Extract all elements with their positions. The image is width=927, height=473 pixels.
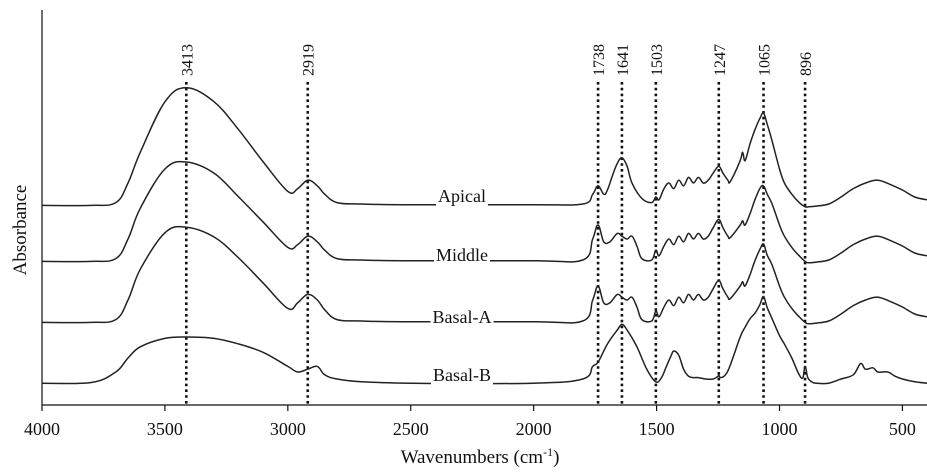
x-axis-title-superscript: -1 xyxy=(543,445,553,459)
x-tick-label: 500 xyxy=(889,419,916,439)
series-label-bg xyxy=(434,246,490,265)
peak-label: 1641 xyxy=(615,44,632,76)
peak-label: 1065 xyxy=(757,44,774,76)
series-label-basal-b: Basal-B xyxy=(433,365,491,385)
series-label-bg xyxy=(436,187,488,206)
peak-label: 3413 xyxy=(179,44,196,76)
series-label-middle: Middle xyxy=(436,245,488,265)
series-labels: Apical Middle Basal-A Basal-B xyxy=(430,186,494,385)
x-tick-label: 4000 xyxy=(24,419,60,439)
x-tick-label: 3000 xyxy=(270,419,306,439)
series-line-middle xyxy=(41,160,927,264)
series-label-basal-a: Basal-A xyxy=(433,307,492,327)
peak-label: 2919 xyxy=(301,44,318,76)
spectra-series xyxy=(41,87,927,385)
x-axis-title: Wavenumbers (cm-1) xyxy=(401,445,560,468)
series-label-apical: Apical xyxy=(438,186,486,206)
y-axis-title: Absorbance xyxy=(10,185,31,276)
x-tick-label: 2500 xyxy=(393,419,429,439)
x-tick-label: 1000 xyxy=(762,419,798,439)
series-label-bg xyxy=(431,366,493,385)
x-tick-label: 3500 xyxy=(147,419,183,439)
peak-label: 1503 xyxy=(649,44,666,76)
chart-axes: 4000 3500 3000 2500 2000 1500 1000 500 xyxy=(24,10,927,439)
x-axis-title-main: Wavenumbers (cm xyxy=(401,447,544,468)
peak-markers: 3413 2919 1738 1641 1503 1247 1065 896 xyxy=(179,44,815,405)
peak-label: 1247 xyxy=(712,44,729,76)
series-label-bg xyxy=(430,308,494,327)
series-line-basal-b xyxy=(41,295,927,385)
series-line-apical xyxy=(41,87,927,208)
series-line-basal-a xyxy=(41,225,927,325)
x-tick-label: 2000 xyxy=(516,419,552,439)
peak-label: 896 xyxy=(798,52,815,76)
peak-label: 1738 xyxy=(591,44,608,76)
x-axis-title-tail: ) xyxy=(553,447,559,468)
x-tick-label: 1500 xyxy=(639,419,675,439)
